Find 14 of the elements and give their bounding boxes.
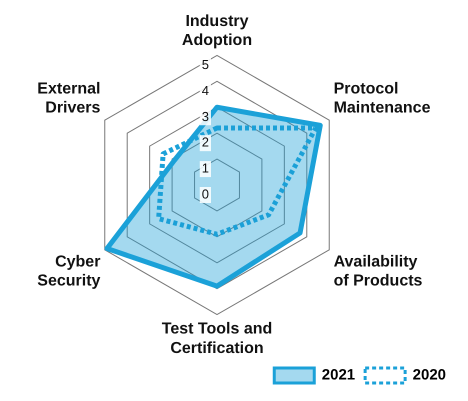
spoke-label: Cyber Security (37, 253, 101, 290)
spoke-label: Industry Adoption (182, 13, 252, 50)
spoke-label: Test Tools and Certification (162, 320, 272, 357)
legend-label: 2021 (322, 366, 356, 384)
legend-label: 2020 (412, 366, 446, 384)
y-tick-label: 2 (202, 134, 209, 150)
spoke-label: External Drivers (37, 80, 101, 117)
spoke-label: Protocol Maintenance (334, 80, 431, 117)
spoke-label: Availability of Products (334, 253, 423, 290)
y-tick-label: 5 (202, 56, 209, 72)
y-tick-label: 4 (202, 82, 209, 98)
y-tick-label: 3 (202, 108, 209, 124)
y-tick-label: 1 (202, 160, 209, 176)
y-tick-label: 0 (202, 186, 209, 202)
